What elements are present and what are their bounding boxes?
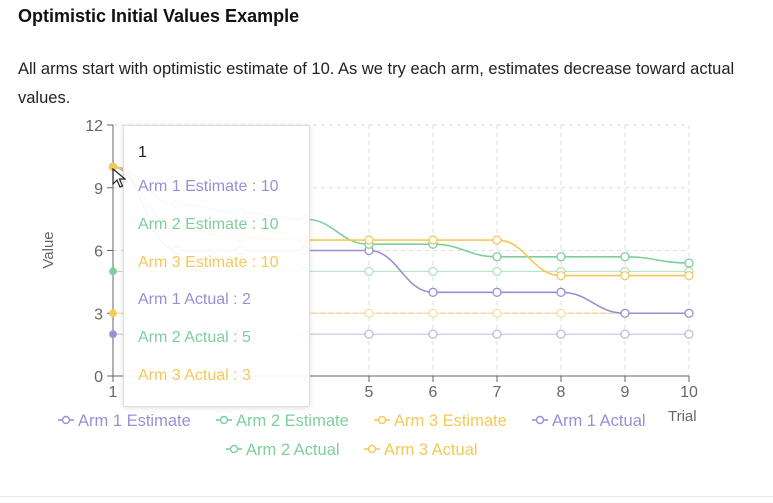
tooltip-row-arm1-actual: Arm 1 Actual : 2 bbox=[138, 291, 251, 308]
x-tick-label: 5 bbox=[365, 384, 374, 401]
data-point bbox=[428, 235, 438, 245]
tooltip-title: 1 bbox=[138, 144, 147, 161]
data-point bbox=[684, 270, 694, 281]
data-point bbox=[364, 308, 374, 318]
data-point bbox=[364, 329, 374, 339]
y-tick-label: 12 bbox=[85, 118, 103, 135]
legend-marker-icon bbox=[367, 444, 377, 454]
legend-marker-icon bbox=[229, 444, 239, 454]
data-point bbox=[428, 308, 438, 318]
data-point bbox=[108, 309, 118, 318]
y-tick-label: 6 bbox=[94, 244, 103, 261]
legend-label: Arm 3 Estimate bbox=[394, 412, 507, 430]
data-point bbox=[492, 287, 502, 297]
legend-marker-icon bbox=[535, 415, 545, 425]
legend-label: Arm 2 Actual bbox=[246, 441, 340, 459]
data-point bbox=[364, 235, 374, 245]
legend-label: Arm 1 Actual bbox=[552, 412, 646, 430]
data-point bbox=[108, 330, 118, 339]
x-tick-label: 7 bbox=[493, 384, 502, 401]
tooltip-row-arm2-actual: Arm 2 Actual : 5 bbox=[138, 329, 251, 346]
legend: Arm 1 Estimate Arm 2 Estimate Arm 3 Estima… bbox=[58, 412, 646, 459]
legend-item-arm-3-estimate: Arm 3 Estimate bbox=[374, 412, 507, 430]
divider bbox=[0, 496, 773, 497]
tooltip-row-arm1-estimate: Arm 1 Estimate : 10 bbox=[138, 178, 279, 195]
data-point bbox=[108, 267, 118, 276]
data-point bbox=[556, 270, 566, 281]
data-point bbox=[556, 252, 566, 262]
data-point bbox=[620, 252, 630, 262]
data-point bbox=[620, 270, 630, 281]
data-point bbox=[556, 287, 566, 297]
y-tick-label: 3 bbox=[94, 306, 103, 323]
legend-label: Arm 2 Estimate bbox=[236, 412, 349, 430]
chart-description: All arms start with optimistic estimate … bbox=[18, 60, 735, 107]
data-point bbox=[492, 252, 502, 262]
x-axis-title: Trial bbox=[668, 408, 697, 425]
data-point bbox=[556, 329, 566, 339]
legend-item-arm-1-actual: Arm 1 Actual bbox=[532, 412, 646, 430]
x-tick-label: 9 bbox=[621, 384, 630, 401]
legend-label: Arm 3 Actual bbox=[384, 441, 478, 459]
data-point bbox=[428, 287, 438, 297]
x-tick-label: 10 bbox=[680, 384, 698, 401]
legend-item-arm-2-actual: Arm 2 Actual bbox=[226, 441, 340, 459]
data-point bbox=[684, 308, 694, 318]
legend-marker-icon bbox=[377, 415, 387, 425]
data-point bbox=[620, 329, 630, 339]
y-axis-title: Value bbox=[40, 231, 57, 268]
legend-marker-icon bbox=[61, 415, 71, 425]
chart-tooltip: 1 Arm 1 Estimate : 10 Arm 2 Estimate : 1… bbox=[123, 125, 310, 407]
data-point bbox=[492, 308, 502, 318]
data-point bbox=[428, 266, 438, 277]
data-point bbox=[492, 235, 502, 245]
data-point bbox=[492, 266, 502, 277]
y-tick-label: 9 bbox=[94, 181, 103, 198]
tooltip-row-arm3-actual: Arm 3 Actual : 3 bbox=[138, 367, 251, 384]
x-tick-label: 1 bbox=[109, 384, 118, 401]
x-tick-label: 6 bbox=[429, 384, 438, 401]
data-point bbox=[684, 258, 694, 268]
data-point bbox=[428, 329, 438, 339]
x-tick-label: 8 bbox=[557, 384, 566, 401]
tooltip-row-arm2-estimate: Arm 2 Estimate : 10 bbox=[138, 216, 279, 233]
chart-heading: Optimistic Initial Values Example bbox=[18, 6, 300, 26]
data-point bbox=[556, 308, 566, 318]
legend-label: Arm 1 Estimate bbox=[78, 412, 191, 430]
data-point bbox=[492, 329, 502, 339]
tooltip-row-arm3-estimate: Arm 3 Estimate : 10 bbox=[138, 254, 279, 271]
legend-marker-icon bbox=[219, 415, 229, 425]
data-point bbox=[364, 266, 374, 277]
y-tick-label: 0 bbox=[94, 369, 103, 386]
legend-item-arm-3-actual: Arm 3 Actual bbox=[364, 441, 478, 459]
data-point bbox=[684, 329, 694, 339]
data-point bbox=[620, 308, 630, 318]
legend-item-arm-1-estimate: Arm 1 Estimate bbox=[58, 412, 191, 430]
legend-item-arm-2-estimate: Arm 2 Estimate bbox=[216, 412, 349, 430]
